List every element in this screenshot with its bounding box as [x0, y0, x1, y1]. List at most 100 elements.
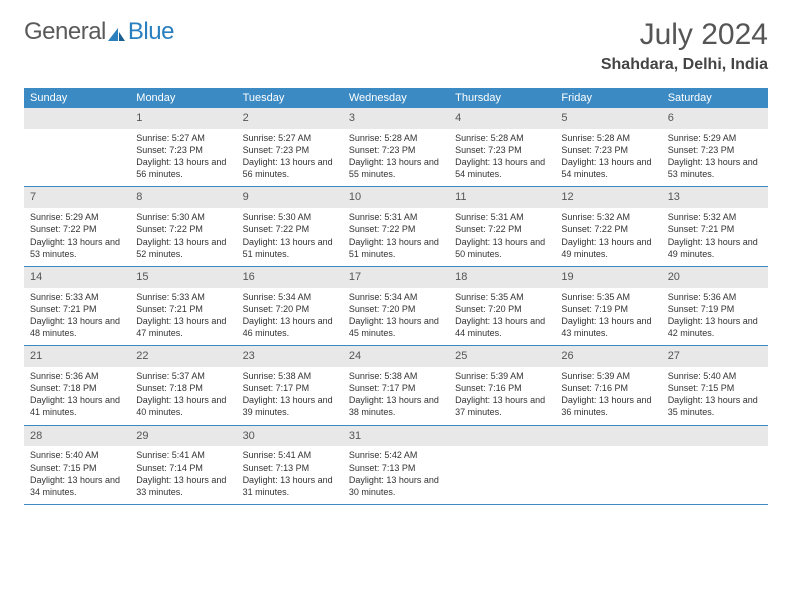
- weekday-header: Wednesday: [343, 88, 449, 108]
- day-cell: 31Sunrise: 5:42 AMSunset: 7:13 PMDayligh…: [343, 425, 449, 504]
- day-cell: 22Sunrise: 5:37 AMSunset: 7:18 PMDayligh…: [130, 346, 236, 425]
- daylight-line: Daylight: 13 hours and 44 minutes.: [455, 315, 549, 339]
- sunrise-line: Sunrise: 5:35 AM: [561, 291, 655, 303]
- day-number: 31: [343, 426, 449, 447]
- sunset-line: Sunset: 7:23 PM: [668, 144, 762, 156]
- day-body: Sunrise: 5:36 AMSunset: 7:19 PMDaylight:…: [662, 288, 768, 346]
- day-number: 8: [130, 187, 236, 208]
- sunrise-line: Sunrise: 5:40 AM: [668, 370, 762, 382]
- sunset-line: Sunset: 7:22 PM: [455, 223, 549, 235]
- day-number: 28: [24, 426, 130, 447]
- calendar-body: 1Sunrise: 5:27 AMSunset: 7:23 PMDaylight…: [24, 108, 768, 505]
- daylight-line: Daylight: 13 hours and 42 minutes.: [668, 315, 762, 339]
- day-body: Sunrise: 5:27 AMSunset: 7:23 PMDaylight:…: [237, 129, 343, 187]
- day-body: Sunrise: 5:33 AMSunset: 7:21 PMDaylight:…: [24, 288, 130, 346]
- sunrise-line: Sunrise: 5:27 AM: [136, 132, 230, 144]
- daylight-line: Daylight: 13 hours and 43 minutes.: [561, 315, 655, 339]
- day-number: 19: [555, 267, 661, 288]
- sunset-line: Sunset: 7:17 PM: [349, 382, 443, 394]
- sunrise-line: Sunrise: 5:32 AM: [561, 211, 655, 223]
- sunrise-line: Sunrise: 5:36 AM: [30, 370, 124, 382]
- day-number: 22: [130, 346, 236, 367]
- sunrise-line: Sunrise: 5:35 AM: [455, 291, 549, 303]
- sunrise-line: Sunrise: 5:33 AM: [136, 291, 230, 303]
- daylight-line: Daylight: 13 hours and 34 minutes.: [30, 474, 124, 498]
- daylight-line: Daylight: 13 hours and 38 minutes.: [349, 394, 443, 418]
- day-body: Sunrise: 5:34 AMSunset: 7:20 PMDaylight:…: [237, 288, 343, 346]
- day-body: Sunrise: 5:38 AMSunset: 7:17 PMDaylight:…: [237, 367, 343, 425]
- sunset-line: Sunset: 7:18 PM: [30, 382, 124, 394]
- day-cell: 26Sunrise: 5:39 AMSunset: 7:16 PMDayligh…: [555, 346, 661, 425]
- weekday-header: Sunday: [24, 88, 130, 108]
- day-number: 15: [130, 267, 236, 288]
- day-cell: 6Sunrise: 5:29 AMSunset: 7:23 PMDaylight…: [662, 108, 768, 187]
- day-cell: 10Sunrise: 5:31 AMSunset: 7:22 PMDayligh…: [343, 187, 449, 266]
- day-cell: 21Sunrise: 5:36 AMSunset: 7:18 PMDayligh…: [24, 346, 130, 425]
- day-body: Sunrise: 5:36 AMSunset: 7:18 PMDaylight:…: [24, 367, 130, 425]
- day-body: Sunrise: 5:33 AMSunset: 7:21 PMDaylight:…: [130, 288, 236, 346]
- calendar-row: 21Sunrise: 5:36 AMSunset: 7:18 PMDayligh…: [24, 346, 768, 425]
- day-body: Sunrise: 5:39 AMSunset: 7:16 PMDaylight:…: [555, 367, 661, 425]
- day-number: 13: [662, 187, 768, 208]
- sunset-line: Sunset: 7:13 PM: [243, 462, 337, 474]
- day-cell: 28Sunrise: 5:40 AMSunset: 7:15 PMDayligh…: [24, 425, 130, 504]
- day-number: 24: [343, 346, 449, 367]
- day-cell: 25Sunrise: 5:39 AMSunset: 7:16 PMDayligh…: [449, 346, 555, 425]
- day-body: Sunrise: 5:37 AMSunset: 7:18 PMDaylight:…: [130, 367, 236, 425]
- daylight-line: Daylight: 13 hours and 31 minutes.: [243, 474, 337, 498]
- sunrise-line: Sunrise: 5:39 AM: [561, 370, 655, 382]
- day-number: 1: [130, 108, 236, 129]
- daylight-line: Daylight: 13 hours and 54 minutes.: [455, 156, 549, 180]
- sunset-line: Sunset: 7:22 PM: [349, 223, 443, 235]
- sunset-line: Sunset: 7:22 PM: [243, 223, 337, 235]
- weekday-row: SundayMondayTuesdayWednesdayThursdayFrid…: [24, 88, 768, 108]
- day-number: 30: [237, 426, 343, 447]
- sunrise-line: Sunrise: 5:37 AM: [136, 370, 230, 382]
- day-cell: 8Sunrise: 5:30 AMSunset: 7:22 PMDaylight…: [130, 187, 236, 266]
- sunset-line: Sunset: 7:21 PM: [30, 303, 124, 315]
- weekday-header: Saturday: [662, 88, 768, 108]
- sunrise-line: Sunrise: 5:30 AM: [243, 211, 337, 223]
- daylight-line: Daylight: 13 hours and 45 minutes.: [349, 315, 443, 339]
- daylight-line: Daylight: 13 hours and 49 minutes.: [561, 236, 655, 260]
- sunset-line: Sunset: 7:17 PM: [243, 382, 337, 394]
- day-cell: 13Sunrise: 5:32 AMSunset: 7:21 PMDayligh…: [662, 187, 768, 266]
- sunrise-line: Sunrise: 5:38 AM: [349, 370, 443, 382]
- day-number: 17: [343, 267, 449, 288]
- day-cell: 15Sunrise: 5:33 AMSunset: 7:21 PMDayligh…: [130, 266, 236, 345]
- day-number: 7: [24, 187, 130, 208]
- day-number: [449, 426, 555, 447]
- sunset-line: Sunset: 7:16 PM: [455, 382, 549, 394]
- day-body: Sunrise: 5:32 AMSunset: 7:21 PMDaylight:…: [662, 208, 768, 266]
- day-number: 18: [449, 267, 555, 288]
- day-cell: 14Sunrise: 5:33 AMSunset: 7:21 PMDayligh…: [24, 266, 130, 345]
- day-body: Sunrise: 5:32 AMSunset: 7:22 PMDaylight:…: [555, 208, 661, 266]
- calendar-row: 1Sunrise: 5:27 AMSunset: 7:23 PMDaylight…: [24, 108, 768, 187]
- day-cell: 3Sunrise: 5:28 AMSunset: 7:23 PMDaylight…: [343, 108, 449, 187]
- daylight-line: Daylight: 13 hours and 49 minutes.: [668, 236, 762, 260]
- empty-cell: [24, 108, 130, 187]
- sunrise-line: Sunrise: 5:32 AM: [668, 211, 762, 223]
- day-body: Sunrise: 5:35 AMSunset: 7:19 PMDaylight:…: [555, 288, 661, 346]
- sunset-line: Sunset: 7:23 PM: [455, 144, 549, 156]
- daylight-line: Daylight: 13 hours and 46 minutes.: [243, 315, 337, 339]
- sunrise-line: Sunrise: 5:33 AM: [30, 291, 124, 303]
- weekday-header: Thursday: [449, 88, 555, 108]
- sunset-line: Sunset: 7:15 PM: [668, 382, 762, 394]
- day-number: 16: [237, 267, 343, 288]
- sunrise-line: Sunrise: 5:29 AM: [668, 132, 762, 144]
- day-body: Sunrise: 5:29 AMSunset: 7:23 PMDaylight:…: [662, 129, 768, 187]
- day-body: Sunrise: 5:27 AMSunset: 7:23 PMDaylight:…: [130, 129, 236, 187]
- day-cell: 11Sunrise: 5:31 AMSunset: 7:22 PMDayligh…: [449, 187, 555, 266]
- day-cell: 17Sunrise: 5:34 AMSunset: 7:20 PMDayligh…: [343, 266, 449, 345]
- daylight-line: Daylight: 13 hours and 48 minutes.: [30, 315, 124, 339]
- day-body: [24, 129, 130, 185]
- sunset-line: Sunset: 7:23 PM: [349, 144, 443, 156]
- day-number: 6: [662, 108, 768, 129]
- sunrise-line: Sunrise: 5:36 AM: [668, 291, 762, 303]
- daylight-line: Daylight: 13 hours and 36 minutes.: [561, 394, 655, 418]
- daylight-line: Daylight: 13 hours and 39 minutes.: [243, 394, 337, 418]
- day-body: Sunrise: 5:40 AMSunset: 7:15 PMDaylight:…: [24, 446, 130, 504]
- day-cell: 5Sunrise: 5:28 AMSunset: 7:23 PMDaylight…: [555, 108, 661, 187]
- day-body: Sunrise: 5:38 AMSunset: 7:17 PMDaylight:…: [343, 367, 449, 425]
